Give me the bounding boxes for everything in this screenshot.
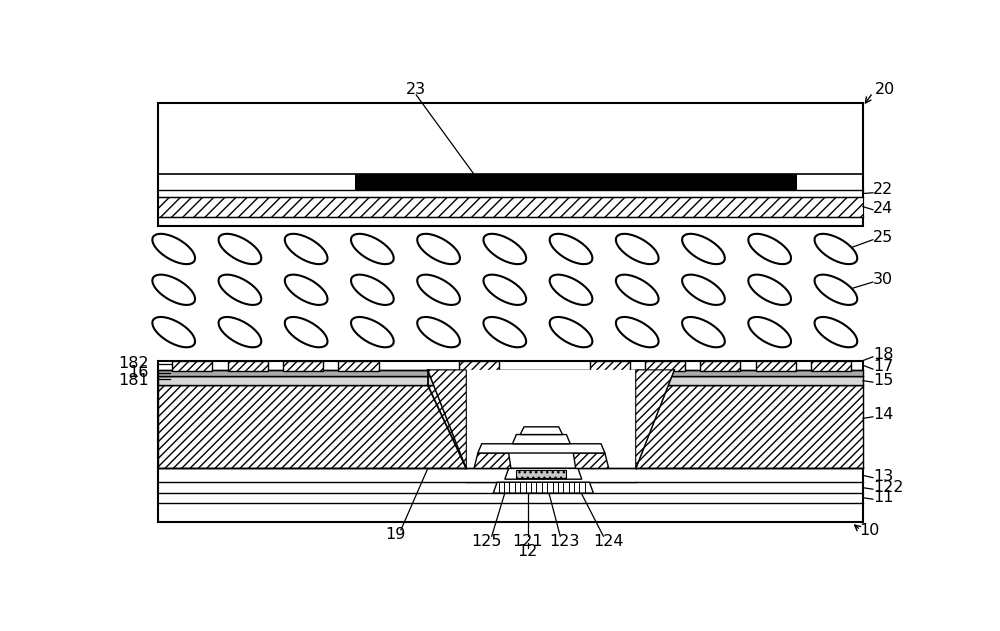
Text: 181: 181	[118, 373, 149, 388]
Ellipse shape	[748, 234, 791, 264]
Ellipse shape	[815, 234, 857, 264]
Ellipse shape	[815, 317, 857, 347]
Polygon shape	[493, 482, 593, 493]
Ellipse shape	[285, 274, 328, 305]
Polygon shape	[505, 468, 582, 479]
Ellipse shape	[815, 274, 857, 305]
Ellipse shape	[285, 317, 328, 347]
Ellipse shape	[152, 234, 195, 264]
Ellipse shape	[748, 274, 791, 305]
Bar	[158, 198, 863, 216]
Ellipse shape	[417, 234, 460, 264]
Text: 17: 17	[873, 359, 893, 374]
Ellipse shape	[417, 317, 460, 347]
Bar	[756, 361, 796, 370]
Ellipse shape	[748, 317, 791, 347]
Bar	[158, 361, 863, 522]
Ellipse shape	[616, 274, 659, 305]
Bar	[355, 174, 797, 190]
Ellipse shape	[152, 317, 195, 347]
Ellipse shape	[219, 274, 261, 305]
Text: 124: 124	[594, 534, 624, 549]
Polygon shape	[512, 435, 570, 444]
Ellipse shape	[351, 234, 394, 264]
Text: 25: 25	[873, 230, 893, 245]
Text: 24: 24	[873, 201, 893, 216]
Polygon shape	[428, 370, 674, 468]
Text: 12: 12	[518, 544, 538, 559]
Text: 30: 30	[873, 272, 893, 287]
Ellipse shape	[483, 234, 526, 264]
Polygon shape	[573, 453, 609, 468]
Bar	[172, 361, 212, 370]
Bar	[158, 370, 863, 376]
Text: 23: 23	[406, 82, 426, 97]
Bar	[338, 361, 379, 370]
Bar	[466, 468, 636, 482]
Bar	[158, 103, 863, 226]
Bar	[158, 386, 863, 468]
Bar	[700, 361, 740, 370]
Text: 123: 123	[550, 534, 580, 549]
Ellipse shape	[550, 274, 592, 305]
Bar	[590, 361, 630, 370]
Text: 11: 11	[873, 490, 893, 505]
Polygon shape	[428, 370, 466, 468]
Ellipse shape	[616, 317, 659, 347]
Text: 121: 121	[513, 534, 543, 549]
Text: 182: 182	[118, 357, 149, 371]
Ellipse shape	[219, 317, 261, 347]
Bar	[811, 361, 851, 370]
Text: 15: 15	[873, 373, 893, 388]
Bar	[228, 361, 268, 370]
Bar	[645, 361, 685, 370]
Text: 20: 20	[874, 82, 895, 97]
Ellipse shape	[285, 234, 328, 264]
Text: 13: 13	[873, 469, 893, 483]
Ellipse shape	[550, 234, 592, 264]
Text: 122: 122	[873, 480, 903, 495]
Ellipse shape	[351, 274, 394, 305]
Polygon shape	[520, 427, 563, 435]
Polygon shape	[474, 453, 511, 468]
Polygon shape	[478, 444, 605, 453]
Ellipse shape	[682, 274, 725, 305]
Ellipse shape	[219, 234, 261, 264]
Text: 14: 14	[873, 407, 893, 422]
Bar	[516, 470, 566, 478]
Ellipse shape	[152, 274, 195, 305]
Text: 19: 19	[385, 527, 406, 542]
Text: 18: 18	[873, 347, 893, 362]
Polygon shape	[636, 370, 674, 468]
Bar	[459, 361, 499, 370]
Ellipse shape	[483, 317, 526, 347]
Text: 22: 22	[873, 182, 893, 197]
Bar	[158, 376, 863, 386]
Ellipse shape	[682, 234, 725, 264]
Text: 10: 10	[859, 522, 879, 538]
Text: 125: 125	[471, 534, 502, 549]
Ellipse shape	[550, 317, 592, 347]
Text: 16: 16	[129, 365, 149, 380]
Bar	[283, 361, 323, 370]
Ellipse shape	[682, 317, 725, 347]
Ellipse shape	[483, 274, 526, 305]
Ellipse shape	[616, 234, 659, 264]
Ellipse shape	[417, 274, 460, 305]
Ellipse shape	[351, 317, 394, 347]
